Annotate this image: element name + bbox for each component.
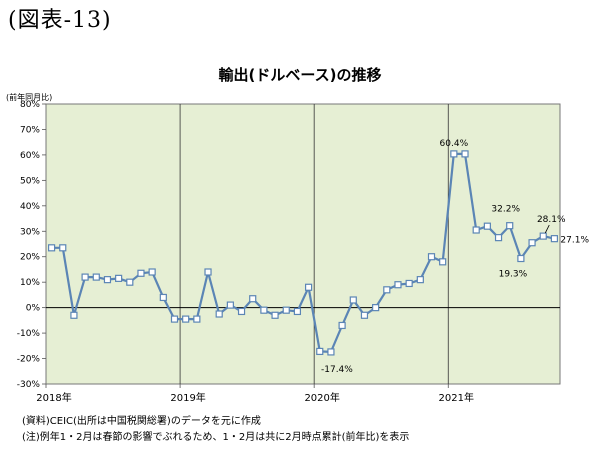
chart-title: 輸出(ドルベース)の推移 [218,66,382,84]
data-label: 60.4% [440,139,469,149]
data-point [383,286,391,294]
data-points [47,150,559,356]
y-axis-ticks: 80% 70% 60% 50% 40% 30% 20% 10% 0% -10% -20% -30% [17,100,46,390]
data-point [349,296,357,304]
source-note: (資料)CEIC(出所は中国税関総署)のデータを元に作成 [22,416,261,427]
x-tick-label: 2019年 [170,391,205,404]
data-point [137,269,145,277]
data-point [70,311,78,319]
data-point [316,347,324,356]
grid-lines [46,104,560,384]
annotation-leader [544,224,550,234]
data-point [92,273,100,281]
data-point [260,306,268,314]
data-point [159,293,167,302]
data-point [494,234,503,242]
data-point [170,315,179,323]
data-label: 28.1% [537,215,566,225]
y-tick-label: 20% [20,253,40,263]
y-tick-label: 80% [20,100,40,110]
data-point [360,311,369,319]
data-point [47,244,56,252]
figure-label: (図表-13) [8,8,112,33]
x-tick-label: 2020年 [304,391,339,404]
data-point [304,283,313,291]
data-point [293,307,302,316]
data-point [539,232,547,240]
data-label: 32.2% [491,205,520,215]
y-tick-label: 70% [20,125,40,135]
data-point [439,258,447,266]
line-chart: 80% 70% 60% 50% 40% 30% 20% 10% 0% -10% -20% -30% 2… [17,100,590,404]
data-label: 19.3% [499,270,528,280]
data-point [237,307,246,316]
data-point [405,279,413,288]
data-point [226,301,234,309]
data-point [271,311,279,319]
data-point [115,274,123,282]
data-point [81,273,89,281]
plot-area [45,103,561,385]
notes: (資料)CEIC(出所は中国税関総署)のデータを元に作成 (注)例年1・2月は春… [22,414,409,446]
data-point [249,295,257,303]
data-point [193,315,201,323]
y-tick-label: 50% [20,176,40,186]
data-point [327,348,335,356]
y-tick-label: 60% [20,151,40,161]
data-point [372,304,380,312]
data-point [148,268,156,276]
data-label: -17.4% [321,365,353,375]
data-point [550,235,559,243]
data-point [338,321,346,330]
data-point [394,281,402,289]
y-tick-label: 30% [20,227,40,237]
x-axis-ticks: 2018年 2019年 2020年 2021年 [36,384,474,404]
data-point [483,222,491,230]
footnote: (注)例年1・2月は春節の影響でぶれるため、1・2月は共に2月時点累計(前年比)… [22,432,410,443]
data-point [416,276,424,284]
series-line [51,152,555,354]
y-axis-unit-label: (前年同月比) [6,93,53,102]
data-point [103,276,112,284]
x-tick-label: 2018年 [36,391,71,404]
data-point [59,244,67,252]
data-point [528,239,536,247]
y-tick-label: 0% [26,304,41,314]
data-point [472,226,480,234]
data-point [182,315,190,323]
data-point [450,150,458,158]
data-point [427,253,436,261]
x-tick-label: 2021年 [439,391,474,404]
y-tick-label: 40% [20,202,40,212]
y-tick-label: 10% [20,278,40,288]
y-tick-label: -30% [17,380,41,390]
y-tick-label: -20% [17,355,41,365]
data-point [517,254,525,263]
data-point [215,310,223,318]
data-point [506,222,514,230]
data-point [126,278,134,286]
y-tick-label: -10% [17,329,41,339]
annotations: 60.4% 32.2% 28.1% 27.1% 19.3% -17.4% [321,139,589,375]
data-label: 27.1% [560,236,589,246]
data-point [204,268,212,276]
data-point [461,150,469,158]
data-point [282,306,290,314]
